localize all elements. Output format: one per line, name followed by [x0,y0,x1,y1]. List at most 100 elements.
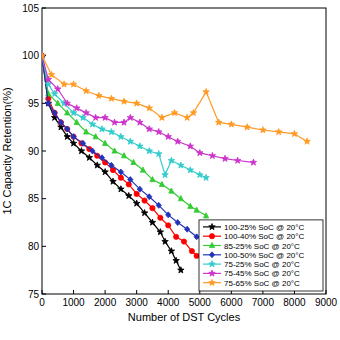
marker [93,134,98,139]
marker [121,119,127,125]
marker [46,100,51,106]
marker [260,127,266,133]
marker [133,100,139,106]
legend-marker [209,224,215,230]
marker [118,169,123,175]
marker [102,169,108,175]
x-tick-label: 3000 [126,297,149,308]
marker [203,213,208,218]
series-line [42,56,206,216]
marker [244,124,250,130]
y-tick-label: 90 [28,146,40,157]
marker [168,248,174,254]
marker [127,138,133,144]
marker [169,188,174,193]
marker [165,133,171,139]
marker [126,192,132,198]
marker [156,202,161,208]
marker [146,148,152,154]
series-line [42,56,181,271]
marker [58,119,63,125]
marker [42,53,45,58]
marker [84,129,89,134]
marker [187,143,193,149]
marker [215,119,221,125]
marker [42,52,45,58]
marker [55,86,61,92]
series-line [42,56,197,256]
y-axis-label: 1C Capacity Retention(%) [1,87,13,214]
x-tick-label: 6000 [220,297,243,308]
marker [134,191,139,196]
marker [188,203,193,208]
y-tick-label: 105 [22,3,39,14]
marker [42,52,45,58]
marker [189,249,194,254]
y-tick-label: 80 [28,241,40,252]
marker [108,95,114,101]
marker [42,53,45,58]
marker [140,167,145,172]
y-tick-label: 85 [28,193,40,204]
marker [173,257,179,263]
marker [112,148,117,153]
legend-marker [209,270,215,276]
marker [187,167,193,173]
x-axis-label: Number of DST Cycles [128,311,241,323]
chart: 0100020003000400050006000700080009000758… [0,0,340,340]
marker [70,140,76,146]
x-tick-label: 1000 [62,297,85,308]
marker [174,234,179,239]
marker [73,105,79,111]
x-tick-label: 2000 [94,297,117,308]
marker [108,129,114,135]
marker [146,105,152,111]
x-tick [326,290,327,294]
marker [194,234,199,240]
y-tick [42,246,46,247]
marker [94,162,100,168]
x-tick-label: 5000 [189,297,212,308]
legend-marker [209,261,215,267]
y-tick [42,198,46,199]
legend-label: 85-25% SoC @ 20°C [224,242,300,251]
marker [65,110,70,115]
x-tick [105,290,106,294]
marker [197,150,203,156]
marker [83,88,89,94]
plot-frame [42,8,326,294]
marker [131,159,136,164]
marker [158,215,163,220]
marker [234,157,240,163]
marker [48,71,54,77]
marker [222,155,228,161]
marker [110,178,116,184]
marker [150,206,155,211]
marker [121,153,126,158]
legend-box [199,220,323,291]
legend-marker [209,279,215,285]
marker [42,52,45,58]
marker [304,138,310,144]
marker [203,174,209,180]
marker [65,126,70,132]
marker [185,226,190,232]
marker [42,53,45,59]
y-tick [42,8,46,9]
marker [111,119,117,125]
marker [64,133,70,139]
marker [162,171,168,177]
marker [181,239,186,244]
marker [92,114,98,120]
legend-label: 75-25% SoC @ 20°C [224,260,300,269]
marker [86,154,92,160]
marker [102,114,108,120]
marker [291,130,297,136]
plot-area [42,52,310,273]
legend-label: 100-50% SoC @ 20°C [224,251,304,260]
marker [118,186,124,192]
marker [121,98,127,104]
legend-marker [209,234,214,239]
marker [162,238,168,244]
x-tick [168,290,169,294]
